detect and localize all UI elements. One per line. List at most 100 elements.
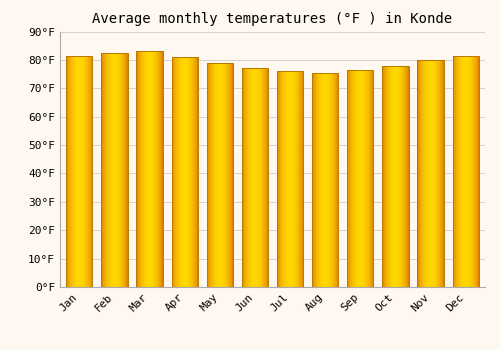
Bar — [348, 70, 349, 287]
Bar — [69, 56, 70, 287]
Bar — [173, 57, 174, 287]
Bar — [217, 63, 218, 287]
Bar — [123, 53, 124, 287]
Bar — [125, 53, 126, 287]
Bar — [108, 53, 109, 287]
Bar — [88, 56, 89, 287]
Bar — [228, 63, 229, 287]
Bar — [321, 73, 322, 287]
Bar — [387, 65, 388, 287]
Bar — [180, 57, 182, 287]
Bar — [312, 73, 314, 287]
Bar — [465, 56, 466, 287]
Bar — [145, 51, 146, 287]
Bar — [90, 56, 91, 287]
Bar — [424, 60, 426, 287]
Bar — [229, 63, 230, 287]
Bar — [477, 56, 478, 287]
Bar — [294, 71, 296, 287]
Bar — [394, 65, 395, 287]
Bar — [354, 70, 355, 287]
Bar — [440, 60, 441, 287]
Bar — [457, 56, 458, 287]
Bar — [197, 57, 198, 287]
Bar — [473, 56, 474, 287]
Bar — [215, 63, 216, 287]
Bar — [66, 56, 92, 287]
Bar — [422, 60, 424, 287]
Bar — [219, 63, 220, 287]
Bar — [231, 63, 232, 287]
Bar — [441, 60, 442, 287]
Bar — [265, 68, 266, 287]
Bar — [153, 51, 154, 287]
Bar — [438, 60, 439, 287]
Bar — [67, 56, 68, 287]
Bar — [232, 63, 233, 287]
Bar — [357, 70, 358, 287]
Bar — [214, 63, 215, 287]
Bar — [138, 51, 139, 287]
Bar — [111, 53, 112, 287]
Bar — [224, 63, 225, 287]
Bar — [150, 51, 151, 287]
Bar — [335, 73, 336, 287]
Bar — [372, 70, 373, 287]
Bar — [140, 51, 141, 287]
Bar — [362, 70, 363, 287]
Bar — [192, 57, 194, 287]
Bar — [396, 65, 398, 287]
Bar — [432, 60, 433, 287]
Bar — [392, 65, 393, 287]
Bar — [161, 51, 162, 287]
Bar — [104, 53, 105, 287]
Bar — [196, 57, 197, 287]
Bar — [144, 51, 145, 287]
Bar — [426, 60, 428, 287]
Bar — [210, 63, 212, 287]
Bar — [323, 73, 324, 287]
Bar — [78, 56, 80, 287]
Bar — [257, 68, 258, 287]
Bar — [285, 71, 286, 287]
Bar — [287, 71, 288, 287]
Bar — [453, 56, 454, 287]
Bar — [388, 65, 389, 287]
Bar — [218, 63, 219, 287]
Bar — [87, 56, 88, 287]
Bar — [102, 53, 104, 287]
Bar — [220, 63, 221, 287]
Bar — [402, 65, 404, 287]
Bar — [225, 63, 226, 287]
Bar — [263, 68, 264, 287]
Bar — [250, 68, 251, 287]
Bar — [85, 56, 86, 287]
Bar — [433, 60, 434, 287]
Bar — [244, 68, 245, 287]
Bar — [120, 53, 121, 287]
Bar — [118, 53, 119, 287]
Bar — [334, 73, 335, 287]
Bar — [194, 57, 195, 287]
Title: Average monthly temperatures (°F ) in Konde: Average monthly temperatures (°F ) in Ko… — [92, 12, 452, 26]
Bar — [277, 71, 278, 287]
Bar — [91, 56, 92, 287]
Bar — [466, 56, 467, 287]
Bar — [193, 57, 194, 287]
Bar — [176, 57, 177, 287]
Bar — [262, 68, 263, 287]
Bar — [418, 60, 420, 287]
Bar — [420, 60, 422, 287]
Bar — [190, 57, 192, 287]
Bar — [391, 65, 392, 287]
Bar — [471, 56, 472, 287]
Bar — [70, 56, 71, 287]
Bar — [184, 57, 186, 287]
Bar — [223, 63, 224, 287]
Bar — [467, 56, 468, 287]
Bar — [284, 71, 285, 287]
Bar — [331, 73, 332, 287]
Bar — [124, 53, 125, 287]
Bar — [393, 65, 394, 287]
Bar — [159, 51, 160, 287]
